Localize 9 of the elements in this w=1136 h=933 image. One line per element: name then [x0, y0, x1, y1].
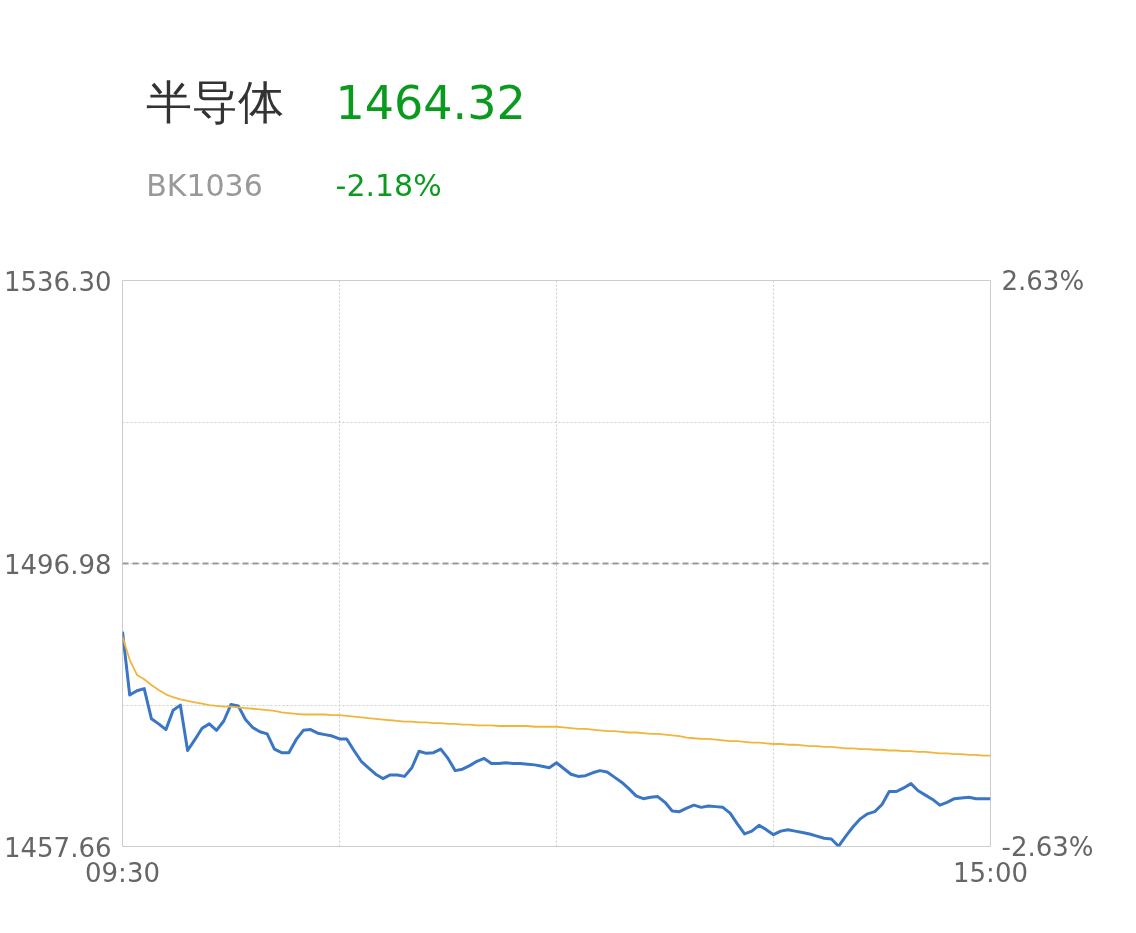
chart-title: 半导体 [146, 74, 285, 129]
line-series [122, 630, 991, 847]
chart-subtitle: BK1036 [146, 168, 263, 204]
y-tick-label: 1496.98 [3, 549, 112, 580]
y2-tick-label: 2.63% [1001, 265, 1085, 296]
line-series [122, 635, 991, 757]
text: -2.18% [335, 168, 442, 204]
text: 1464.32 [335, 75, 526, 130]
y-tick-label: 1536.30 [3, 266, 112, 297]
